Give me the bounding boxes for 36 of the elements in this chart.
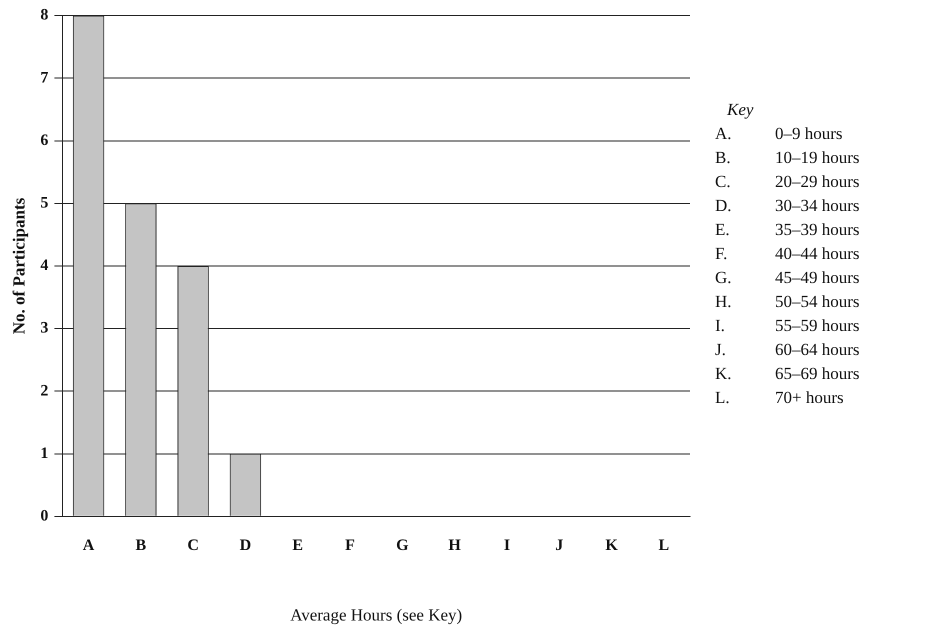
x-tick-label: I (504, 537, 510, 554)
text: Key (727, 100, 754, 120)
text: A. 0–9 hours (715, 124, 843, 143)
text: H. 50–54 hours (715, 292, 860, 311)
x-tick-label: K (605, 537, 618, 554)
x-axis-title: Average Hours (see Key) (290, 605, 462, 624)
text: I. 55–59 hours (715, 316, 860, 335)
y-tick-label: 5 (40, 194, 48, 212)
text: F. 40–44 hours (715, 244, 860, 263)
y-tick-label: 6 (40, 132, 48, 149)
text: B. 10–19 hours (715, 148, 860, 167)
y-tick-label: 3 (40, 320, 48, 337)
x-tick-label: A (82, 537, 95, 554)
text: G. 45–49 hours (715, 268, 860, 287)
text: L. 70+ hours (715, 388, 844, 407)
text: C. 20–29 hours (715, 172, 860, 191)
x-tick-label: E (292, 537, 304, 554)
y-tick-label: 0 (40, 508, 48, 525)
x-tick-label: H (448, 537, 462, 554)
x-tick-label: C (187, 537, 199, 554)
text: K. 65–69 hours (715, 364, 860, 383)
text: D. 30–34 hours (715, 196, 860, 215)
y-tick-label: 1 (40, 444, 48, 462)
x-tick-label: F (345, 537, 356, 554)
x-tick-label: D (240, 537, 252, 554)
y-tick-label: 4 (40, 257, 48, 274)
x-tick-label: B (136, 537, 147, 554)
y-tick-label: 7 (40, 69, 48, 86)
y-tick-label: 8 (40, 6, 48, 24)
y-axis-title: No. of Participants (10, 197, 29, 334)
text: J. 60–64 hours (715, 340, 860, 359)
x-tick-label: G (396, 537, 410, 554)
x-tick-label: L (658, 537, 670, 554)
text: E. 35–39 hours (715, 220, 860, 239)
x-tick-label: J (555, 537, 564, 554)
y-tick-label: 2 (40, 382, 48, 400)
